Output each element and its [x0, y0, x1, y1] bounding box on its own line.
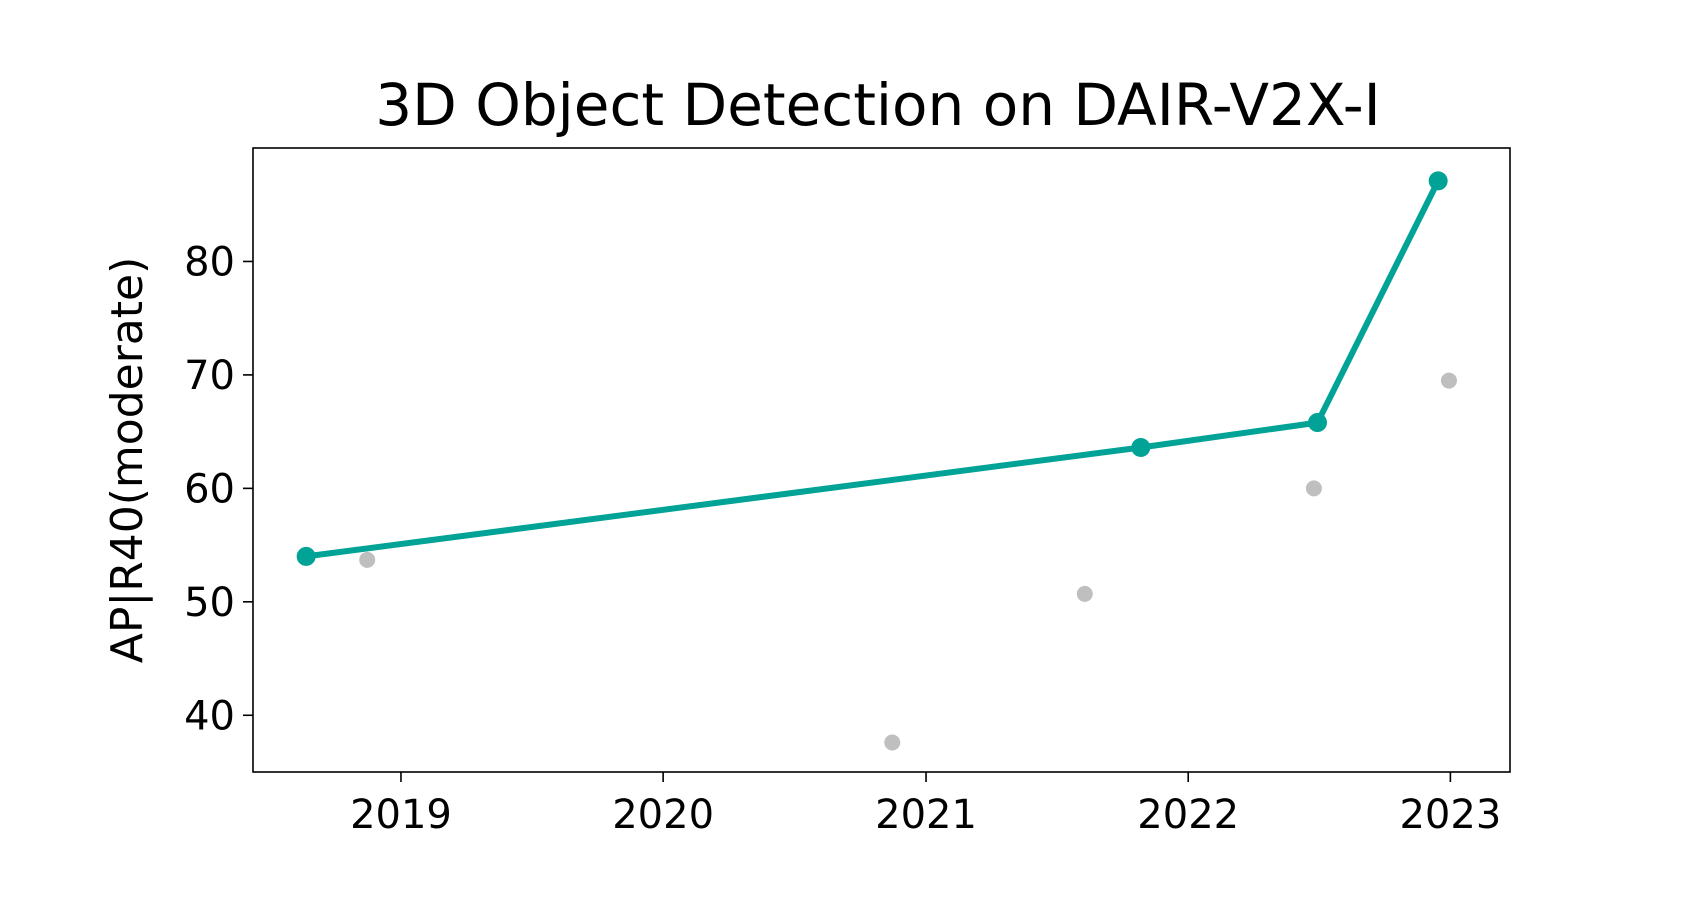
y-tick-label: 60 — [184, 466, 235, 512]
chart-title: 3D Object Detection on DAIR-V2X-I — [375, 71, 1381, 139]
y-axis-label: AP|R40(moderate) — [102, 257, 153, 664]
x-axis: 2019 2020 2021 2022 2023 — [350, 772, 1501, 838]
sota-point — [1428, 171, 1448, 191]
x-tick-label: 2021 — [875, 792, 977, 838]
y-tick-label: 50 — [184, 580, 235, 626]
x-tick-label: 2020 — [612, 792, 714, 838]
other-result-point — [359, 551, 376, 568]
sota-point — [1307, 413, 1327, 433]
other-result-point — [1305, 480, 1322, 497]
other-result-point — [884, 734, 901, 751]
sota-point — [296, 546, 316, 566]
x-tick-label: 2022 — [1137, 792, 1239, 838]
y-tick-label: 40 — [184, 693, 235, 739]
x-tick-label: 2019 — [350, 792, 452, 838]
y-tick-label: 80 — [184, 239, 235, 285]
x-tick-label: 2023 — [1399, 792, 1501, 838]
y-tick-label: 70 — [184, 353, 235, 399]
other-result-point — [1076, 585, 1093, 602]
plot-frame — [252, 147, 1511, 773]
other-result-point — [1440, 372, 1457, 389]
sota-point — [1131, 438, 1151, 458]
y-axis: 40 50 60 70 80 — [184, 239, 253, 739]
plot-area — [296, 171, 1457, 751]
sota-line — [303, 177, 1442, 560]
